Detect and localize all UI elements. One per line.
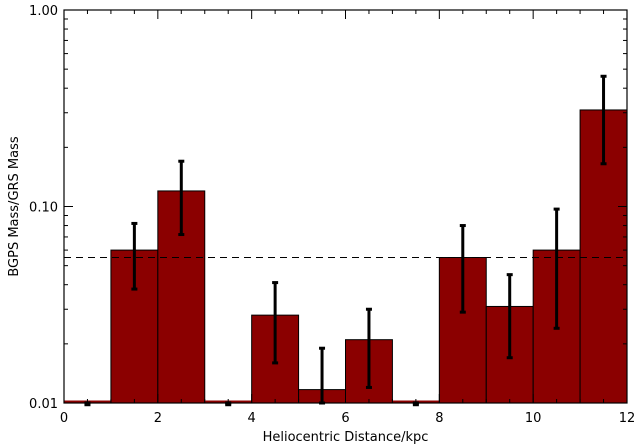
error-bar-2 bbox=[178, 159, 185, 237]
ticks-group bbox=[63, 9, 628, 404]
y-tick-label: 0.01 bbox=[29, 397, 58, 412]
error-bars-group bbox=[84, 74, 607, 407]
x-tick-label: 2 bbox=[154, 411, 162, 426]
error-bar-1 bbox=[131, 221, 138, 291]
y-axis-label: BGPS Mass/GRS Mass bbox=[7, 136, 22, 277]
error-bar-6 bbox=[365, 307, 372, 389]
x-tick-label: 0 bbox=[60, 411, 68, 426]
x-tick-label: 6 bbox=[341, 411, 349, 426]
error-bar-4 bbox=[272, 281, 279, 365]
x-tick-label: 4 bbox=[248, 411, 256, 426]
x-tick-label: 8 bbox=[435, 411, 443, 426]
bars-group bbox=[64, 109, 628, 404]
error-bar-9 bbox=[506, 273, 513, 360]
x-tick-label: 10 bbox=[525, 411, 542, 426]
tick-labels-group: 0 2 4 6 8 10 12 0.01 0.10 1.00 bbox=[29, 4, 635, 426]
y-tick-label: 1.00 bbox=[29, 4, 58, 19]
error-bar-11 bbox=[600, 74, 607, 166]
y-tick-label: 0.10 bbox=[29, 201, 58, 216]
x-tick-label: 12 bbox=[619, 411, 636, 426]
error-bar-10 bbox=[553, 207, 560, 330]
x-axis-label: Heliocentric Distance/kpc bbox=[263, 430, 429, 445]
error-bar-8 bbox=[459, 224, 466, 314]
